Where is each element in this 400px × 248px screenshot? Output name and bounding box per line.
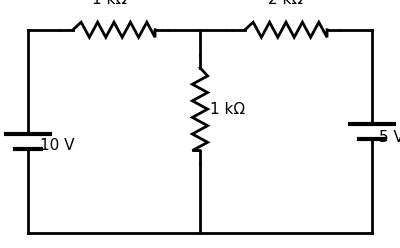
Text: 10 V: 10 V: [40, 138, 74, 153]
Text: 1 kΩ: 1 kΩ: [92, 0, 128, 7]
Text: 5 V: 5 V: [379, 130, 400, 145]
Text: 1 kΩ: 1 kΩ: [210, 102, 245, 117]
Text: 2 kΩ: 2 kΩ: [268, 0, 304, 7]
